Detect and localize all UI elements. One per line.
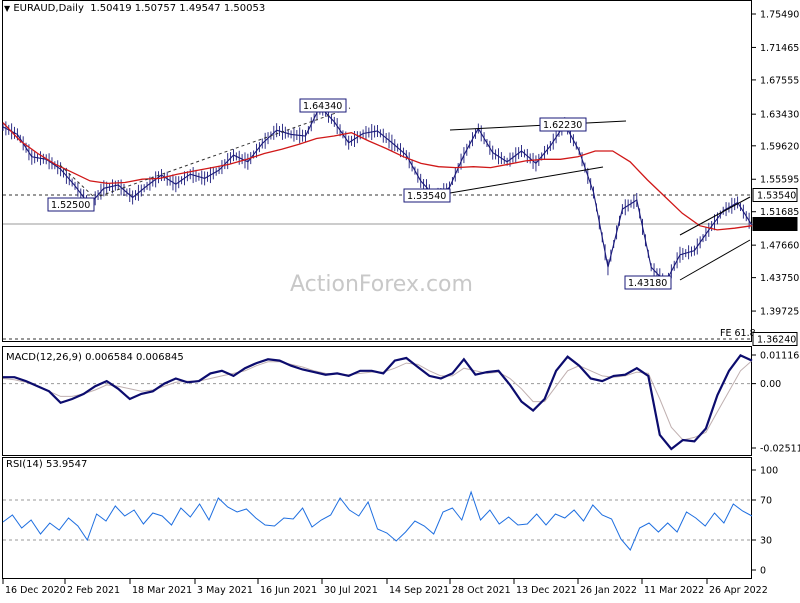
price-tick-label: 1.75490 <box>760 10 799 21</box>
symbol-label: EURAUD,Daily <box>13 3 84 14</box>
rsi-panel-frame <box>2 457 752 579</box>
price-badge-label: 1.53540 <box>757 191 796 202</box>
price-tick-label: 1.39725 <box>760 307 799 318</box>
x-tick-label: 3 May 2021 <box>197 585 253 596</box>
annotation-label: 1.52500 <box>51 200 90 211</box>
ohlc-readout: 1.50419 1.50757 1.49547 1.50053 <box>90 3 266 14</box>
header-row: ▼ EURAUD,Daily 1.50419 1.50757 1.49547 1… <box>4 3 265 14</box>
annotation-label: 1.43180 <box>628 278 667 289</box>
annotation-label: 1.62230 <box>543 120 582 131</box>
price-tick-label: 1.63430 <box>760 110 799 121</box>
trendline-rise-dashed <box>99 107 351 197</box>
price-badge-label: 1.50053 <box>757 220 796 231</box>
x-tick-label: 16 Jun 2021 <box>260 585 317 596</box>
x-tick-label: 28 Oct 2021 <box>452 585 511 596</box>
macd-tick-label: 0.011168 <box>760 351 800 362</box>
macd-line <box>3 354 753 451</box>
macd-tick-label: 0.00 <box>760 379 781 390</box>
price-panel-frame <box>2 0 752 342</box>
price-badge <box>752 332 798 346</box>
annotation-box <box>403 188 451 203</box>
annotation-label: 1.64340 <box>303 101 342 112</box>
price-badge <box>752 188 798 202</box>
watermark: ActionForex.com <box>290 272 473 297</box>
price-tick-label: 1.51685 <box>760 207 799 218</box>
channel-bottom-line <box>449 166 604 194</box>
price-tick-label: 1.59620 <box>760 141 799 152</box>
rsi-tick-label: 0 <box>760 566 766 577</box>
macd-tick-label: -0.025117 <box>760 444 800 455</box>
rsi-label: RSI(14) 53.9547 <box>6 459 88 470</box>
macd-panel-frame <box>2 346 752 456</box>
dropdown-triangle-icon[interactable]: ▼ <box>4 4 11 13</box>
price-tick-label: 1.67555 <box>760 75 799 86</box>
x-tick-label: 26 Jan 2022 <box>580 585 637 596</box>
rising-channel-bottom-line <box>679 239 751 281</box>
rsi-tick-label: 100 <box>760 466 778 477</box>
price-badge-label: 1.36240 <box>757 335 796 346</box>
x-tick-label: 26 Apr 2022 <box>709 585 768 596</box>
fe-label: FE 61.8 <box>720 328 756 339</box>
x-tick-label: 18 Mar 2021 <box>132 585 192 596</box>
price-tick-label: 1.43750 <box>760 273 799 284</box>
rsi-tick-label: 70 <box>760 496 772 507</box>
annotation-box <box>47 197 95 212</box>
price-badge <box>752 217 798 231</box>
annotation-box <box>299 98 347 113</box>
macd-label: MACD(12,26,9) 0.006584 0.006845 <box>6 352 184 363</box>
x-tick-label: 14 Sep 2021 <box>389 585 449 596</box>
annotation-box <box>539 117 587 132</box>
annotation-box <box>624 275 672 290</box>
rsi-tick-label: 30 <box>760 536 772 547</box>
channel-top-line <box>449 120 627 131</box>
moving-average-line <box>2 122 753 231</box>
rising-channel-top-line <box>679 196 751 236</box>
annotation-label: 1.53540 <box>407 191 446 202</box>
rsi-line <box>2 490 753 551</box>
x-tick-label: 30 Jul 2021 <box>324 585 378 596</box>
x-tick-label: 13 Dec 2021 <box>516 585 577 596</box>
price-tick-label: 1.47660 <box>760 241 799 252</box>
price-tick-label: 1.55595 <box>760 175 799 186</box>
x-tick-label: 11 Mar 2022 <box>644 585 704 596</box>
trendline-decline-dashed <box>59 164 96 199</box>
x-tick-label: 16 Dec 2020 <box>5 585 66 596</box>
x-tick-label: 2 Feb 2021 <box>67 585 120 596</box>
price-tick-label: 1.71465 <box>760 43 799 54</box>
